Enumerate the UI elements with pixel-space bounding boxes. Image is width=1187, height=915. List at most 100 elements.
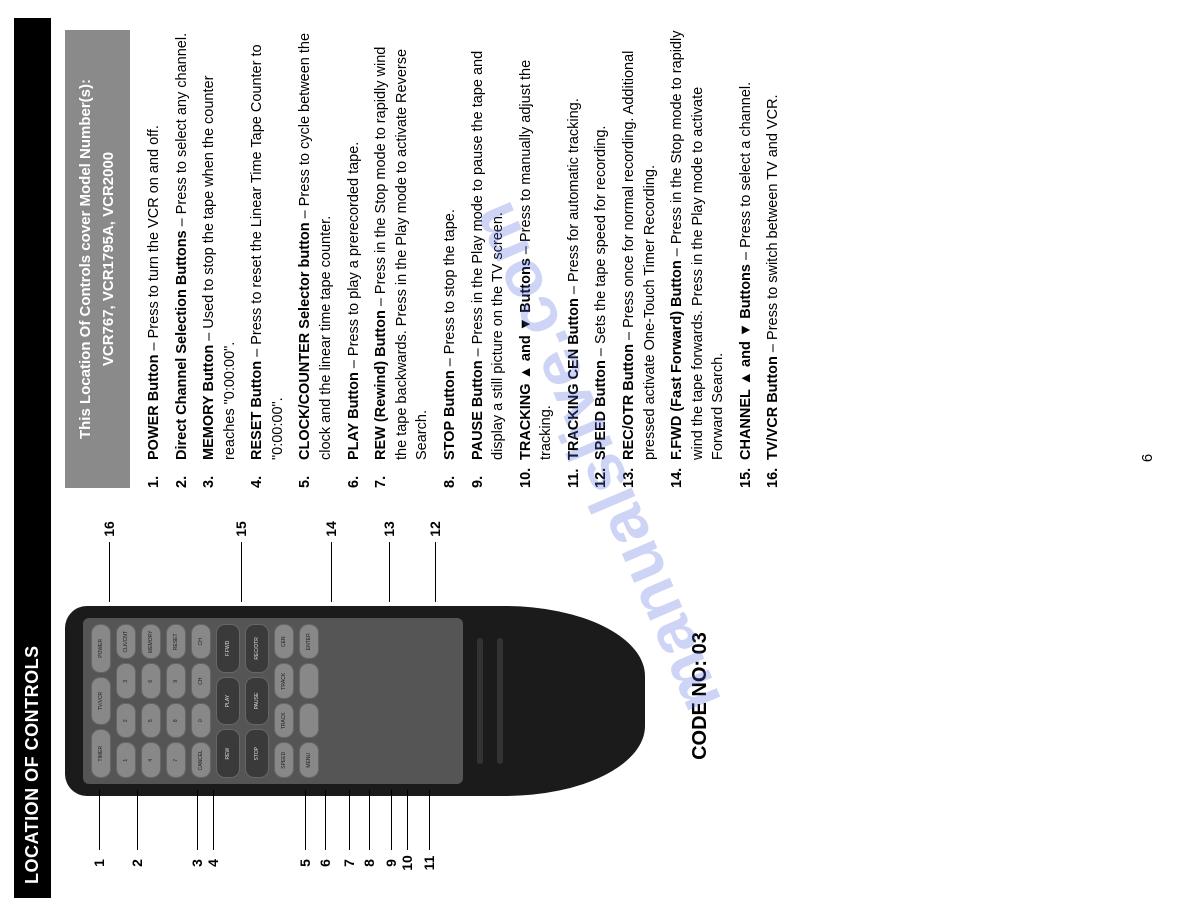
callout-left-4: 4: [205, 790, 221, 886]
control-item-text: REW (Rewind) Button – Press in the Stop …: [371, 30, 433, 460]
remote-button: REW: [216, 729, 240, 778]
callout-left-2: 2: [129, 790, 145, 886]
control-item-text: STOP Button – Press to stop the tape.: [439, 209, 460, 460]
remote-groove: [477, 638, 483, 764]
control-item-text: F.FWD (Fast Forward) Button – Press in t…: [667, 30, 729, 460]
remote-button: [299, 663, 319, 699]
remote-button: REC/OTR: [245, 623, 269, 672]
control-item-text: TV/VCR Button – Press to switch between …: [763, 94, 784, 460]
remote-button: 6: [141, 663, 161, 699]
control-item: 12.SPEED Button – Sets the tape speed fo…: [591, 30, 612, 488]
control-item-number: 15.: [735, 460, 756, 488]
section-header: LOCATION OF CONTROLS: [14, 18, 51, 898]
control-item-text: TRACKING ▲ and ▼ Buttons – Press to manu…: [515, 30, 556, 460]
control-item-number: 5.: [295, 460, 336, 488]
remote-button: TV/VCR: [91, 676, 111, 725]
remote-button-panel: TIMERTV/VCRPOWER123CLK/CNT456MEMORY789RE…: [83, 618, 463, 784]
remote-button: SPEED: [274, 742, 294, 778]
control-item-number: 9.: [467, 460, 508, 488]
remote-button: 1: [116, 742, 136, 778]
callout-left-8: 8: [361, 790, 377, 886]
callout-left-7: 7: [341, 790, 357, 886]
remote-button: CH: [191, 663, 211, 699]
callout-left-11: 11: [421, 790, 437, 886]
remote-button: 0: [191, 703, 211, 739]
control-item-text: Direct Channel Selection Buttons – Press…: [171, 32, 192, 459]
remote-button: 7: [166, 742, 186, 778]
control-item: 2.Direct Channel Selection Buttons – Pre…: [171, 30, 192, 488]
control-item-text: SPEED Button – Sets the tape speed for r…: [591, 125, 612, 459]
control-item: 13.REC/OTR Button – Press once for norma…: [618, 30, 659, 488]
callout-left-5: 5: [297, 790, 313, 886]
description-column: This Location Of Controls cover Model Nu…: [65, 30, 791, 488]
control-item: 5.CLOCK/COUNTER Selector button – Press …: [295, 30, 336, 488]
model-box-line1: This Location Of Controls cover Model Nu…: [75, 42, 98, 476]
callout-right-16: 16: [101, 506, 117, 602]
callout-left-10: 10: [399, 790, 415, 886]
control-item-number: 13.: [618, 460, 659, 488]
control-item-text: CHANNEL ▲ and ▼ Buttons – Press to selec…: [735, 81, 756, 459]
remote-button: CANCEL: [191, 742, 211, 778]
control-item: 1.POWER Button – Press to turn the VCR o…: [144, 30, 165, 488]
remote-button: PLAY: [216, 676, 240, 725]
remote-button: TRACK: [274, 663, 294, 699]
control-item-number: 6.: [343, 460, 364, 488]
control-item: 8.STOP Button – Press to stop the tape.: [439, 30, 460, 488]
remote-button: 8: [166, 703, 186, 739]
remote-button: CH: [191, 624, 211, 660]
controls-list: 1.POWER Button – Press to turn the VCR o…: [144, 30, 784, 488]
control-item: 9.PAUSE Button – Press in the Play mode …: [467, 30, 508, 488]
model-number-box: This Location Of Controls cover Model Nu…: [65, 30, 130, 488]
control-item-number: 2.: [171, 460, 192, 488]
remote-button: MEMORY: [141, 624, 161, 660]
control-item-number: 7.: [371, 460, 433, 488]
remote-button: POWER: [91, 623, 111, 672]
control-item-number: 3.: [199, 460, 240, 488]
control-item-text: PLAY Button – Press to play a prerecorde…: [343, 141, 364, 459]
remote-button: TRACK: [274, 703, 294, 739]
remote-button: [299, 703, 319, 739]
control-item: 3.MEMORY Button – Used to stop the tape …: [199, 30, 240, 488]
control-item: 16.TV/VCR Button – Press to switch betwe…: [763, 30, 784, 488]
control-item: 6.PLAY Button – Press to play a prerecor…: [343, 30, 364, 488]
remote-diagram: TIMERTV/VCRPOWER123CLK/CNT456MEMORY789RE…: [65, 506, 685, 886]
control-item: 15.CHANNEL ▲ and ▼ Buttons – Press to se…: [735, 30, 756, 488]
control-item-text: MEMORY Button – Used to stop the tape wh…: [199, 30, 240, 460]
control-item-number: 16.: [763, 460, 784, 488]
control-item-number: 12.: [591, 460, 612, 488]
callout-right-12: 12: [427, 506, 443, 602]
code-number: CODE NO: 03: [689, 506, 712, 886]
content-columns: TIMERTV/VCRPOWER123CLK/CNT456MEMORY789RE…: [51, 18, 791, 898]
remote-button: CEN: [274, 624, 294, 660]
control-item: 11.TRACKING CEN Button – Press for autom…: [563, 30, 584, 488]
remote-button: PAUSE: [245, 676, 269, 725]
callout-left-6: 6: [317, 790, 333, 886]
remote-button: 2: [116, 703, 136, 739]
remote-button: F.FWD: [216, 623, 240, 672]
control-item-number: 8.: [439, 460, 460, 488]
remote-body: TIMERTV/VCRPOWER123CLK/CNT456MEMORY789RE…: [65, 606, 645, 796]
control-item: 10.TRACKING ▲ and ▼ Buttons – Press to m…: [515, 30, 556, 488]
remote-button: 9: [166, 663, 186, 699]
control-item: 7.REW (Rewind) Button – Press in the Sto…: [371, 30, 433, 488]
control-item-number: 1.: [144, 460, 165, 488]
remote-groove: [497, 638, 503, 764]
remote-button: STOP: [245, 729, 269, 778]
control-item-number: 14.: [667, 460, 729, 488]
control-item-text: TRACKING CEN Button – Press for automati…: [563, 98, 584, 460]
control-item-text: RESET Button – Press to reset the Linear…: [247, 30, 288, 460]
callout-left-1: 1: [91, 790, 107, 886]
manual-page: LOCATION OF CONTROLS TIMERTV/VCRPOWER123…: [14, 18, 1174, 898]
callout-left-9: 9: [383, 790, 399, 886]
control-item-number: 4.: [247, 460, 288, 488]
control-item-text: PAUSE Button – Press in the Play mode to…: [467, 30, 508, 460]
callout-right-13: 13: [381, 506, 397, 602]
remote-button: CLK/CNT: [116, 624, 136, 660]
remote-button: 4: [141, 742, 161, 778]
control-item-text: REC/OTR Button – Press once for normal r…: [618, 30, 659, 460]
callout-right-14: 14: [323, 506, 339, 602]
remote-button: RESET: [166, 624, 186, 660]
control-item-text: CLOCK/COUNTER Selector button – Press to…: [295, 30, 336, 460]
model-box-line2: VCR767, VCR1795A, VCR2000: [97, 42, 120, 476]
callout-left-3: 3: [189, 790, 205, 886]
